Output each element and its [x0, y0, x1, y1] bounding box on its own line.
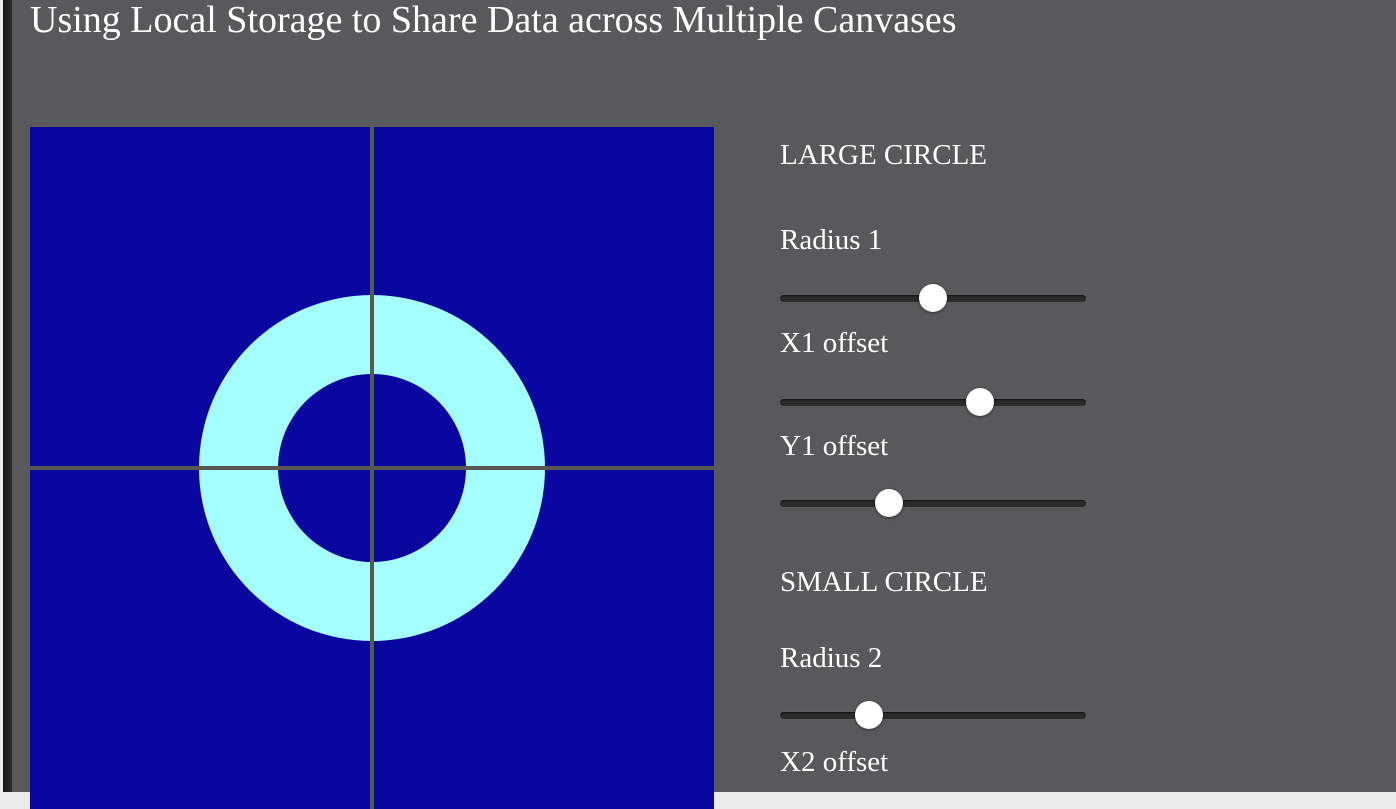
x2-offset-label: X2 offset: [780, 746, 889, 778]
x1-offset-label: X1 offset: [780, 327, 889, 359]
y1-offset-label: Y1 offset: [780, 430, 889, 462]
large-circle-heading: LARGE CIRCLE: [780, 139, 988, 171]
canvas-graphic: [30, 127, 714, 809]
radius1-label: Radius 1: [780, 224, 883, 256]
y1-offset-slider[interactable]: [780, 489, 1086, 517]
window-edge-border: [3, 0, 12, 792]
radius2-label: Radius 2: [780, 642, 883, 674]
page-background: Using Local Storage to Share Data across…: [12, 0, 1396, 809]
controls-panel: LARGE CIRCLE Radius 1 X1 offset Y1 offse…: [780, 0, 1086, 792]
page-title: Using Local Storage to Share Data across…: [30, 0, 957, 41]
small-circle-heading: SMALL CIRCLE: [780, 566, 988, 598]
drawing-canvas: [30, 127, 714, 809]
radius2-slider[interactable]: [780, 701, 1086, 729]
window-edge-highlight: [0, 0, 3, 792]
radius1-slider[interactable]: [780, 284, 1086, 312]
x1-offset-slider[interactable]: [780, 388, 1086, 416]
